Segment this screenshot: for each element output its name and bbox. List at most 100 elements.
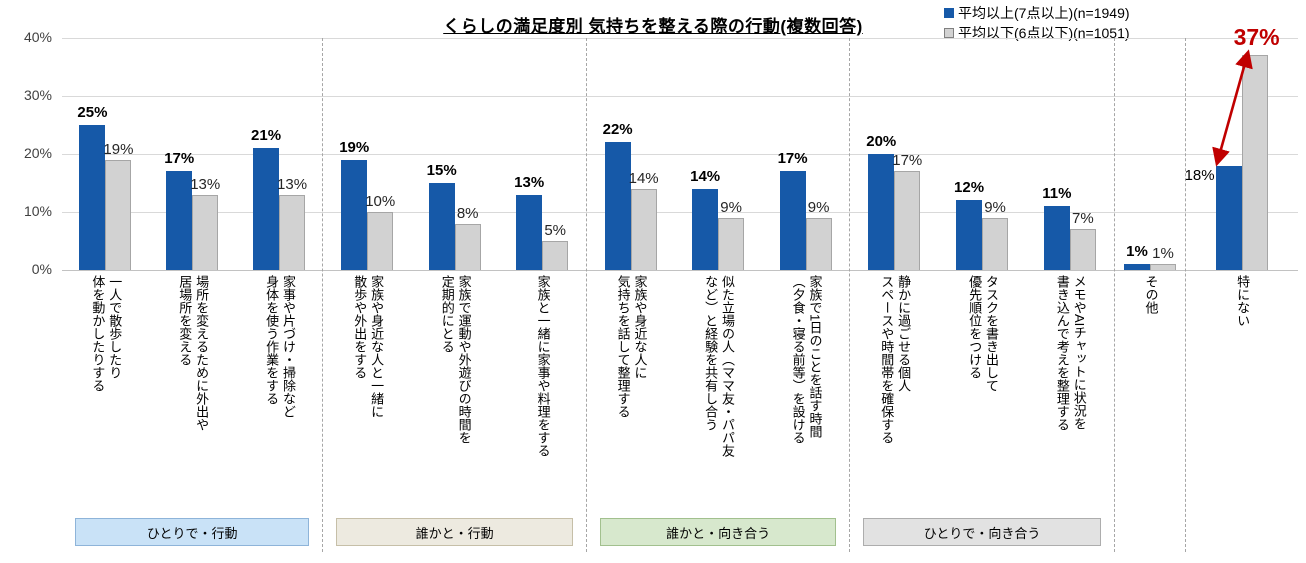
x-category-label: 家族や身近な人と一緒に 散歩や外出をする — [350, 275, 384, 514]
bars-row: 19% 10% 15% 8% 13% 5% — [323, 38, 585, 270]
x-category-label: 特にない — [1233, 275, 1250, 514]
bar-below — [894, 171, 921, 270]
legend-label: 平均以上(7点以上)(n=1949) — [958, 5, 1130, 21]
value-label-below: 13% — [190, 175, 221, 193]
x-category-label-line: スペースや時間帯を確保する — [879, 275, 895, 444]
bar-above — [516, 194, 543, 270]
group-box-row: ひとりで・向き合う — [863, 518, 1101, 548]
x-category-label-line: 身体を使う作業をする — [264, 275, 280, 405]
x-category-label-line: （夕食・寝る前等）を設ける — [790, 275, 806, 444]
x-category-label-line: タスクを書き出して — [983, 275, 999, 392]
value-label-below: 9% — [807, 198, 830, 216]
x-category-label-line: 家族で運動や外遊びの時間を — [456, 275, 472, 444]
legend: 平均以上(7点以上)(n=1949) 平均以下(6点以下)(n=1051) — [944, 3, 1130, 43]
bar-pair-cell: 25% 19% — [62, 38, 149, 270]
bar-below — [1069, 229, 1096, 270]
group-separator — [1185, 38, 1187, 552]
value-label-above: 25% — [77, 104, 108, 121]
value-label-above: 17% — [777, 150, 808, 168]
y-tick-label: 40% — [23, 29, 52, 45]
x-category-label: 一人で散歩したり 体を動かしたりする — [89, 275, 123, 514]
category-labels-row: 一人で散歩したり 体を動かしたりする 場所を変えるために外出や 居場所を変える 家事や片… — [62, 270, 322, 514]
group-box-row: ひとりで・行動 — [75, 518, 310, 548]
x-category-label: 家事や片づけ・掃除など 身体を使う作業をする — [262, 275, 296, 514]
bar-above — [1215, 165, 1242, 270]
category-labels-row: その他 特にない — [1115, 270, 1298, 514]
value-label-above: 15% — [426, 162, 457, 179]
y-axis: 40% 30% 20% 10% 0% — [0, 29, 54, 277]
x-category-label-line: 定期的にとる — [439, 275, 455, 353]
x-category-label: 家族と一緒に家事や料理をする — [534, 275, 551, 514]
bars-row: 20% 17% 12% 9% 11% 7% — [850, 38, 1113, 270]
plot-area: 25% 19% 17% 13% 21% 13% 一人で散歩したり 体を動かしたりする 場所を変え… — [62, 24, 1298, 552]
x-category-label: タスクを書き出して 優先順位をつける — [965, 275, 999, 514]
group-box-row — [1128, 518, 1285, 548]
label-cell: タスクを書き出して 優先順位をつける — [938, 275, 1026, 514]
x-category-label-line: 一人で散歩したり — [107, 275, 123, 379]
bar-pair-cell: 19% 10% — [323, 38, 410, 270]
bar-below — [630, 188, 657, 270]
bar-pair-cell: 12% 9% — [938, 38, 1026, 270]
x-category-label-line: 書き込んで考えを整理する — [1054, 275, 1070, 431]
value-label-above: 22% — [602, 121, 633, 139]
x-category-label: 似た立場の人（ママ友・パパ友 など）と経験を共有し合う — [701, 275, 735, 514]
bar-group: 1% 1% 18% 37% その他 特にない — [1115, 24, 1298, 552]
bar-pair-cell: 17% 13% — [149, 38, 236, 270]
y-tick-label: 30% — [23, 87, 52, 103]
category-labels-row: 静かに過ごせる個人 スペースや時間帯を確保する タスクを書き出して 優先順位をつける メ… — [850, 270, 1113, 514]
y-tick-label: 20% — [23, 145, 52, 161]
bar-groups: 25% 19% 17% 13% 21% 13% 一人で散歩したり 体を動かしたりする 場所を変え… — [62, 24, 1298, 552]
bar-below — [982, 217, 1009, 270]
x-category-label-line: メモやAIチャットに状況を — [1071, 275, 1087, 431]
x-category-label: その他 — [1142, 275, 1158, 514]
x-category-label-line: 家族と一緒に家事や料理をする — [535, 275, 551, 457]
value-label-below: 17% — [892, 152, 923, 170]
bar-below — [454, 223, 481, 270]
value-label-below: 8% — [456, 204, 479, 222]
x-category-label-line: 家族や身近な人と一緒に — [369, 275, 385, 418]
bar-below — [105, 159, 132, 270]
legend-swatch-above-icon — [944, 8, 954, 18]
label-cell: 家族で運動や外遊びの時間を 定期的にとる — [411, 275, 498, 514]
bar-above — [692, 188, 719, 270]
category-labels-row: 家族や身近な人に 気持ちを話して整理する 似た立場の人（ママ友・パパ友 など）と経験を… — [587, 270, 849, 514]
label-cell: 場所を変えるために外出や 居場所を変える — [149, 275, 236, 514]
bar-pair-cell: 13% 5% — [498, 38, 585, 270]
group-box-row: 誰かと・向き合う — [599, 518, 837, 548]
x-category-label-line: 優先順位をつける — [967, 275, 983, 379]
bar-below — [279, 194, 306, 270]
value-label-below: 19% — [103, 140, 134, 158]
group-label-box: 誰かと・向き合う — [599, 518, 837, 546]
value-label-above: 18% — [1184, 166, 1215, 184]
gridline — [62, 154, 1298, 155]
value-label-below: 1% — [1152, 245, 1174, 263]
group-box-row: 誰かと・行動 — [336, 518, 573, 548]
x-category-label-line: など）と経験を共有し合う — [703, 275, 719, 431]
x-category-label: 家族や身近な人に 気持ちを話して整理する — [614, 275, 648, 514]
x-category-label: メモやAIチャットに状況を 書き込んで考えを整理する — [1053, 275, 1087, 514]
bar-above — [604, 142, 631, 270]
label-cell: その他 — [1115, 275, 1185, 514]
bar-above — [253, 148, 280, 270]
x-category-label: 静かに過ごせる個人 スペースや時間帯を確保する — [877, 275, 911, 514]
value-label-above: 17% — [164, 150, 195, 168]
bar-pair-cell: 22% 14% — [587, 38, 674, 270]
value-label-below: 9% — [720, 198, 742, 216]
category-labels-row: 家族や身近な人と一緒に 散歩や外出をする 家族で運動や外遊びの時間を 定期的にとる 家族… — [323, 270, 585, 514]
label-cell: 似た立場の人（ママ友・パパ友 など）と経験を共有し合う — [674, 275, 761, 514]
label-cell: 家族で1日のことを話す時間 （夕食・寝る前等）を設ける — [762, 275, 849, 514]
bars-row: 25% 19% 17% 13% 21% 13% — [62, 38, 322, 270]
bar-pair-cell: 21% 13% — [236, 38, 323, 270]
group-label-box: ひとりで・行動 — [75, 518, 310, 546]
bar-above — [79, 125, 106, 270]
value-label-above: 19% — [339, 138, 370, 156]
bars-row: 1% 1% 18% 37% — [1115, 24, 1298, 270]
bar-above — [166, 171, 193, 270]
bars-row: 22% 14% 14% 9% 17% 9% — [587, 38, 849, 270]
legend-item: 平均以上(7点以上)(n=1949) — [944, 3, 1130, 23]
value-label-below: 7% — [1072, 210, 1094, 228]
value-label-above: 13% — [514, 173, 545, 191]
value-label-above: 11% — [1042, 185, 1072, 203]
x-category-label: 家族で運動や外遊びの時間を 定期的にとる — [438, 275, 472, 514]
